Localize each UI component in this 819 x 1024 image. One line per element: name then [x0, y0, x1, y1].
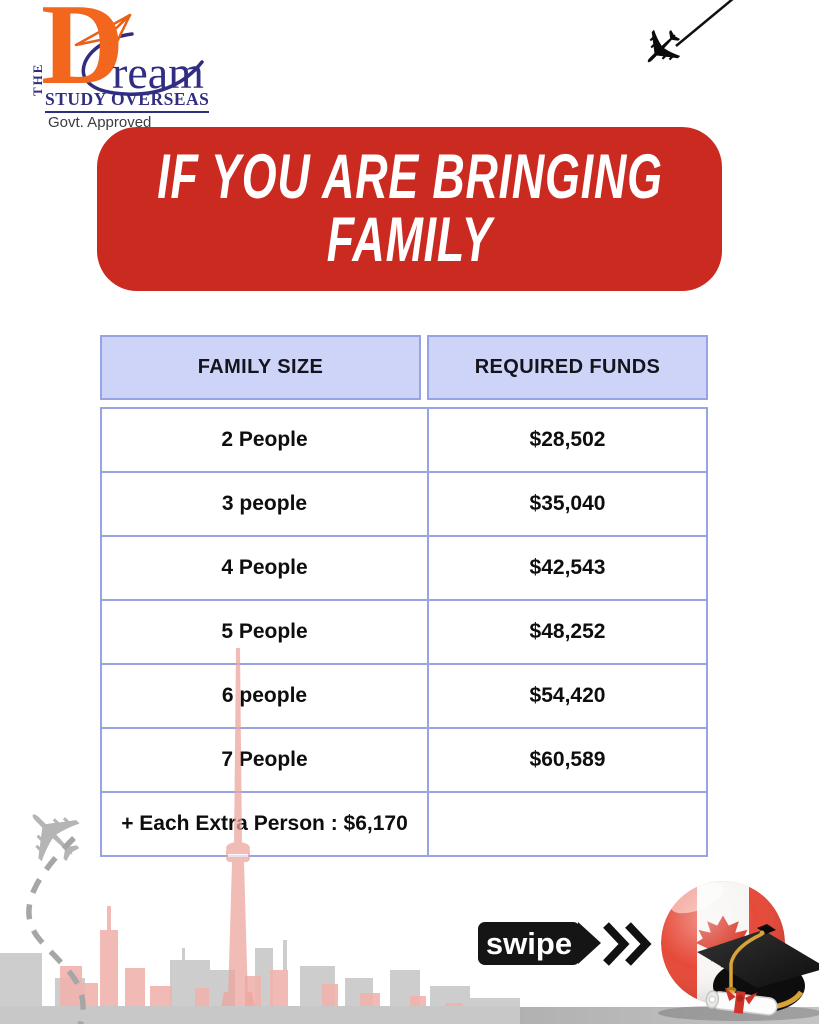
brand-logo: THE D ream STUDY OVERSEAS Govt. Approved	[28, 0, 218, 131]
logo-subtitle: STUDY OVERSEAS	[45, 89, 210, 113]
cell-required-funds: $42,543	[427, 535, 708, 601]
airplane-trail-line	[675, 0, 734, 47]
cell-required-funds: $54,420	[427, 663, 708, 729]
table-row: 3 people $35,040	[100, 471, 708, 537]
swipe-label: swipe	[485, 925, 573, 961]
cell-required-funds: $60,589	[427, 727, 708, 793]
cell-family-size: 5 People	[100, 599, 429, 665]
title-banner: IF YOU ARE BRINGING FAMILY	[97, 127, 722, 291]
table-row: 4 People $42,543	[100, 535, 708, 601]
cell-family-size: 3 people	[100, 471, 429, 537]
banner-line-1: IF YOU ARE BRINGING	[156, 141, 663, 212]
swipe-button-body: swipe	[478, 922, 580, 965]
logo-swoosh-and-paper-plane	[74, 13, 204, 96]
canada-flag-ball	[658, 881, 819, 1021]
dashed-path	[26, 836, 86, 1024]
funds-table: FAMILY SIZE REQUIRED FUNDS 2 People $28,…	[100, 335, 708, 857]
table-row: 7 People $60,589	[100, 727, 708, 793]
table-row: 6 people $54,420	[100, 663, 708, 729]
table-row: + Each Extra Person : $6,170	[100, 791, 708, 857]
table-row: 5 People $48,252	[100, 599, 708, 665]
header-family-size: FAMILY SIZE	[100, 335, 421, 400]
logo-d-initial: D	[41, 0, 125, 108]
swipe-arrow-tip	[578, 922, 601, 964]
cell-empty	[427, 791, 708, 857]
table-body: 2 People $28,502 3 people $35,040 4 Peop…	[100, 407, 708, 857]
header-required-funds: REQUIRED FUNDS	[427, 335, 708, 400]
dashed-flight-path	[26, 836, 86, 1024]
table-row: 2 People $28,502	[100, 407, 708, 473]
banner-line-2: FAMILY	[326, 204, 493, 275]
cell-family-size: 4 People	[100, 535, 429, 601]
cell-extra-person: + Each Extra Person : $6,170	[100, 791, 429, 857]
diploma-scroll-icon	[705, 987, 778, 1016]
cell-family-size: 6 people	[100, 663, 429, 729]
cn-tower	[218, 648, 258, 1024]
cell-required-funds: $48,252	[427, 599, 708, 665]
paper-plane-wing	[103, 13, 132, 54]
tassel-cord	[729, 932, 763, 990]
cell-required-funds: $28,502	[427, 407, 708, 473]
double-chevron-right-icon	[603, 922, 652, 966]
cell-family-size: 7 People	[100, 727, 429, 793]
cell-required-funds: $35,040	[427, 471, 708, 537]
swipe-button[interactable]: swipe	[478, 920, 660, 968]
table-header-row: FAMILY SIZE REQUIRED FUNDS	[100, 335, 708, 400]
trail-line	[675, 0, 734, 47]
logo-approval-text: Govt. Approved	[48, 114, 152, 131]
skyline-base	[0, 1006, 520, 1024]
logo-name-rest: ream	[112, 47, 204, 98]
toronto-skyline	[0, 648, 520, 1024]
cell-family-size: 2 People	[100, 407, 429, 473]
swoosh-curve	[81, 32, 204, 96]
